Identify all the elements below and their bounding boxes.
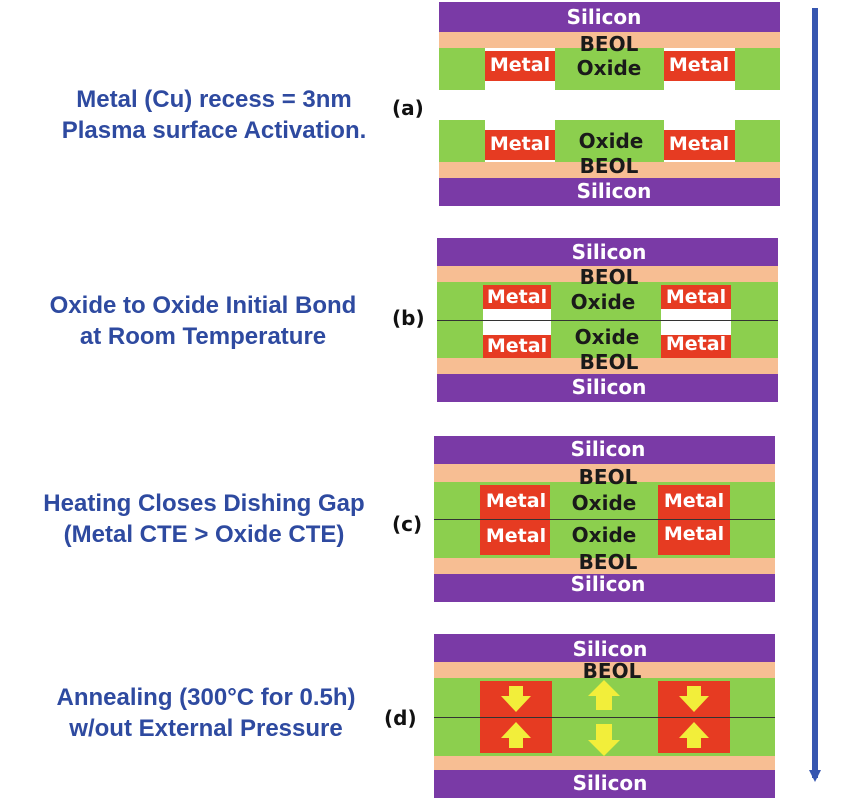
oxide-block <box>555 120 664 162</box>
metal-label: Metal <box>668 54 730 76</box>
beol-layer <box>439 162 780 178</box>
step-a-caption-line-2: Plasma surface Activation. <box>61 117 367 144</box>
silicon-label: Silicon <box>571 375 647 399</box>
arrow-down-icon <box>588 724 620 756</box>
metal-label: Metal <box>665 286 727 308</box>
arrow-down-icon <box>679 686 709 712</box>
beol-label: BEOL <box>578 465 638 489</box>
silicon-layer <box>437 238 778 266</box>
silicon-label: Silicon <box>570 572 646 596</box>
metal-block <box>661 285 731 309</box>
step-d-caption: Annealing (300°C for 0.5h) w/out Externa… <box>26 682 386 744</box>
step-d-tag: (d) <box>384 706 417 730</box>
beol-layer <box>437 358 778 374</box>
silicon-label: Silicon <box>572 637 648 661</box>
silicon-layer <box>434 436 775 464</box>
beol-label: BEOL <box>579 154 639 178</box>
oxide-block <box>439 48 485 90</box>
step-a-caption-line-1: Metal (Cu) recess = 3nm <box>76 86 352 113</box>
metal-label: Metal <box>489 54 551 76</box>
metal-label: Metal <box>486 335 548 357</box>
panel-d: Silicon BEOL Silicon <box>434 634 775 798</box>
arrow-down-icon <box>501 686 531 712</box>
step-d-caption-line-2: w/out External Pressure <box>69 715 343 742</box>
oxide-label: Oxide <box>578 129 644 153</box>
beol-layer <box>434 558 775 574</box>
silicon-layer <box>434 574 775 602</box>
silicon-layer <box>439 178 780 206</box>
beol-layer <box>434 464 775 482</box>
metal-block <box>485 51 555 81</box>
panel-c: Silicon BEOL Oxide Metal Metal Oxide Met… <box>434 436 775 602</box>
metal-label: Metal <box>668 133 730 155</box>
panel-a: Silicon BEOL Oxide Metal Metal Metal Met… <box>439 2 780 206</box>
metal-label: Metal <box>485 525 547 547</box>
silicon-label: Silicon <box>572 771 648 795</box>
oxide-block <box>439 120 485 162</box>
oxide-block <box>735 120 780 162</box>
arrow-up-icon <box>501 722 531 748</box>
step-b-tag: (b) <box>392 306 425 330</box>
metal-block <box>483 335 551 359</box>
step-b-caption-line-2: at Room Temperature <box>79 323 327 350</box>
metal-block <box>480 485 550 555</box>
metal-block <box>664 51 735 81</box>
silicon-label: Silicon <box>576 179 652 203</box>
oxide-label: Oxide <box>576 56 642 80</box>
metal-label: Metal <box>665 333 727 355</box>
oxide-block <box>735 48 780 90</box>
metal-block <box>664 130 735 160</box>
silicon-layer <box>437 374 778 402</box>
step-d-caption-line-1: Annealing (300°C for 0.5h) <box>56 684 356 711</box>
step-b-caption-line-1: Oxide to Oxide Initial Bond <box>49 292 357 319</box>
metal-label: Metal <box>486 286 548 308</box>
beol-layer <box>439 32 780 48</box>
beol-layer <box>434 756 775 770</box>
step-a-caption: Metal (Cu) recess = 3nm Plasma surface A… <box>34 84 394 146</box>
beol-label: BEOL <box>579 32 639 56</box>
metal-label: Metal <box>489 133 551 155</box>
beol-layer <box>434 662 775 678</box>
metal-block <box>483 285 551 309</box>
timeline-arrow <box>812 8 818 778</box>
silicon-label: Silicon <box>571 240 647 264</box>
oxide-label: Oxide <box>570 290 636 314</box>
step-a-tag: (a) <box>392 96 424 120</box>
oxide-block <box>555 48 664 90</box>
oxide-label: Oxide <box>571 523 637 547</box>
oxide-label: Oxide <box>571 491 637 515</box>
beol-label: BEOL <box>578 550 638 574</box>
bond-interface-line <box>434 519 775 520</box>
oxide-label: Oxide <box>574 325 640 349</box>
metal-block <box>658 485 730 555</box>
beol-label: BEOL <box>579 265 639 289</box>
beol-layer <box>437 266 778 282</box>
bond-interface-line <box>437 320 778 321</box>
arrow-up-icon <box>588 680 620 710</box>
silicon-layer <box>434 770 775 798</box>
silicon-layer <box>439 2 780 32</box>
bond-interface-line <box>434 717 775 718</box>
metal-label: Metal <box>663 490 725 512</box>
dishing-gap <box>483 309 551 335</box>
silicon-label: Silicon <box>566 5 642 29</box>
panel-b: Silicon BEOL Oxide Metal Metal Oxide Met… <box>437 238 778 402</box>
beol-label: BEOL <box>579 350 639 374</box>
metal-block <box>485 130 555 160</box>
metal-label: Metal <box>663 523 725 545</box>
step-c-tag: (c) <box>392 512 423 536</box>
stress-arrows <box>501 680 709 756</box>
metal-block <box>661 335 731 359</box>
silicon-label: Silicon <box>570 437 646 461</box>
step-b-caption: Oxide to Oxide Initial Bond at Room Temp… <box>18 290 388 352</box>
arrow-up-icon <box>679 722 709 748</box>
metal-label: Metal <box>485 490 547 512</box>
dishing-gap <box>661 309 731 335</box>
timeline-arrow-head-icon <box>809 770 821 782</box>
silicon-layer <box>434 634 775 662</box>
step-c-caption-line-1: Heating Closes Dishing Gap <box>43 490 365 517</box>
beol-label: BEOL <box>582 659 642 683</box>
step-c-caption: Heating Closes Dishing Gap (Metal CTE > … <box>14 488 394 550</box>
step-c-caption-line-2: (Metal CTE > Oxide CTE) <box>63 521 345 548</box>
